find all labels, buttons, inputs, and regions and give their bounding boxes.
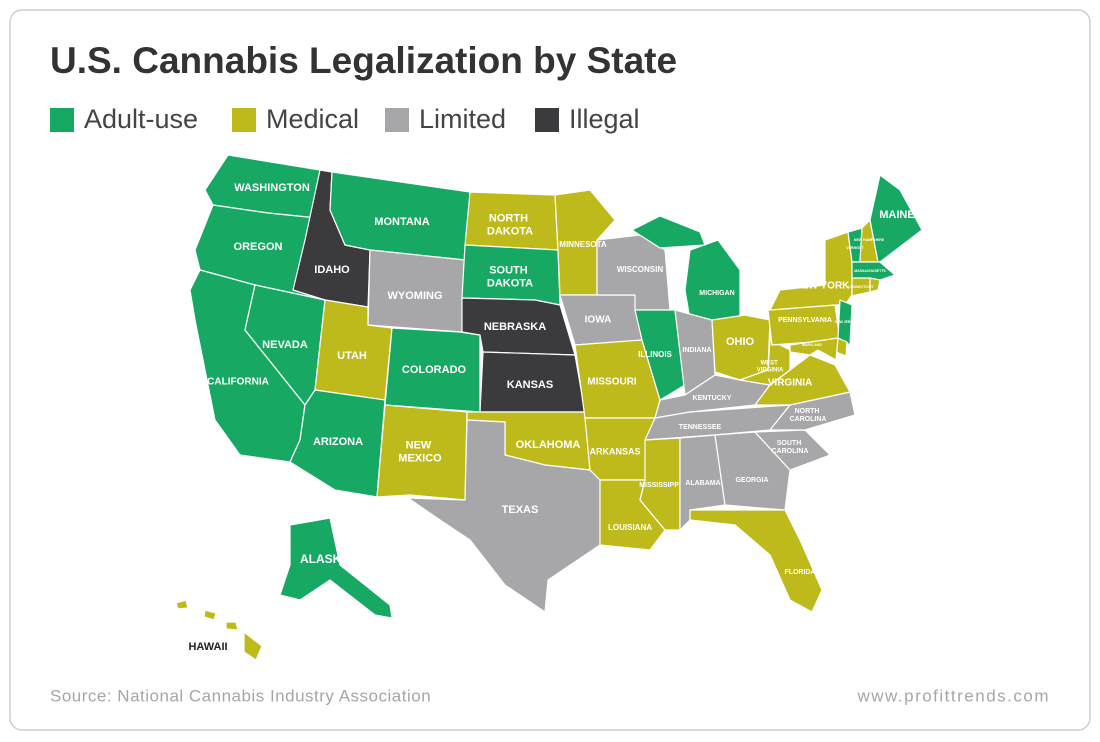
state-label: WEST VIRGINIA [757,360,784,373]
state-label: IOWA [585,315,612,326]
legend: Adult-use Medical Limited Illegal [50,104,640,134]
state-label: INDIANA [682,347,711,354]
state-label: ALASKA [300,552,350,566]
legend-label: Limited [419,104,506,134]
state-shape [634,309,686,401]
state-label: HAWAII [188,641,227,653]
state-label: WASHINGTON [234,182,310,194]
state-label: WISCONSIN [617,265,663,274]
state-shape [203,609,217,621]
state-label: NORTH DAKOTA [487,212,533,237]
state-label: MISSOURI [587,377,637,388]
state-shape [851,261,896,281]
state-label: LOUISIANA [608,523,652,532]
state-label: MAINE [879,209,914,221]
legend-label: Illegal [569,104,640,134]
state-shape [631,215,706,249]
website: www.profittrends.com [857,686,1051,705]
state-label: UTAH [337,350,367,362]
state-label: NEW YORK [795,281,851,292]
legend-swatch [232,108,256,132]
state-shape [769,391,856,431]
legend-label: Medical [266,104,359,134]
state-label: ILLINOIS [638,350,672,359]
state-shape [376,404,468,501]
state-label: FLORIDA [784,569,815,576]
state-label: MONTANA [374,216,429,228]
state-shape [869,277,881,293]
state-label: PENNSYLVANIA [778,317,832,324]
state-label: NEW HAMPSHIRE [854,238,885,242]
legend-swatch [535,108,559,132]
state-label: TENNESSEE [679,424,722,431]
state-label: OKLAHOMA [516,439,581,451]
state-label: IDAHO [314,264,350,276]
map: WASHINGTON OREGON CALIFORNIA NEVADA IDAHO MON… [175,154,923,661]
legend-swatch [50,108,74,132]
state-shape [754,429,831,471]
title: U.S. Cannabis Legalization by State [50,40,677,81]
state-label: SOUTH CAROLINA [772,440,809,455]
state-shape [837,299,853,346]
state-shape [175,599,189,610]
state-label: GEORGIA [735,477,768,484]
state-shape [384,327,481,413]
source: Source: National Cannabis Industry Assoc… [50,686,431,705]
state-label: KENTUCKY [693,395,732,402]
state-label: WYOMING [388,290,443,302]
state-label: NORTH CAROLINA [790,408,827,423]
state-shape [279,517,393,619]
state-label: VIRGINIA [768,378,812,389]
state-label: CALIFORNIA [207,377,269,388]
state-shape [689,509,823,613]
state-label: TEXAS [502,504,539,516]
state-label: ARIZONA [313,436,363,448]
state-shape [789,337,839,361]
state-label: MASSACHUSETTS [854,269,886,273]
state-shape [714,431,791,511]
state-label: MICHIGAN [699,290,734,297]
state-label: NEW MEXICO [398,439,442,464]
state-label: MARYLAND [802,343,822,347]
state-label: VERMONT [846,246,864,250]
state-shape [243,631,263,661]
state-label: NEBRASKA [484,321,546,333]
state-label: MISSISSIPPI [639,482,681,489]
state-shape [407,419,601,613]
state-label: NEVADA [262,339,308,351]
legend-swatch [385,108,409,132]
legend-label: Adult-use [84,104,198,134]
state-label: COLORADO [402,364,467,376]
state-label: OHIO [726,336,755,348]
state-label: ALABAMA [685,480,720,487]
state-shape [225,621,239,631]
state-label: SOUTH DAKOTA [487,264,533,289]
state-label: CONNECTICUT [848,285,874,289]
state-label: OREGON [234,241,283,253]
state-label: ARKANSAS [589,446,640,456]
state-label: MINNESOTA [559,240,607,249]
state-label: KANSAS [507,379,553,391]
state-label: NEW JERSEY [835,320,859,324]
